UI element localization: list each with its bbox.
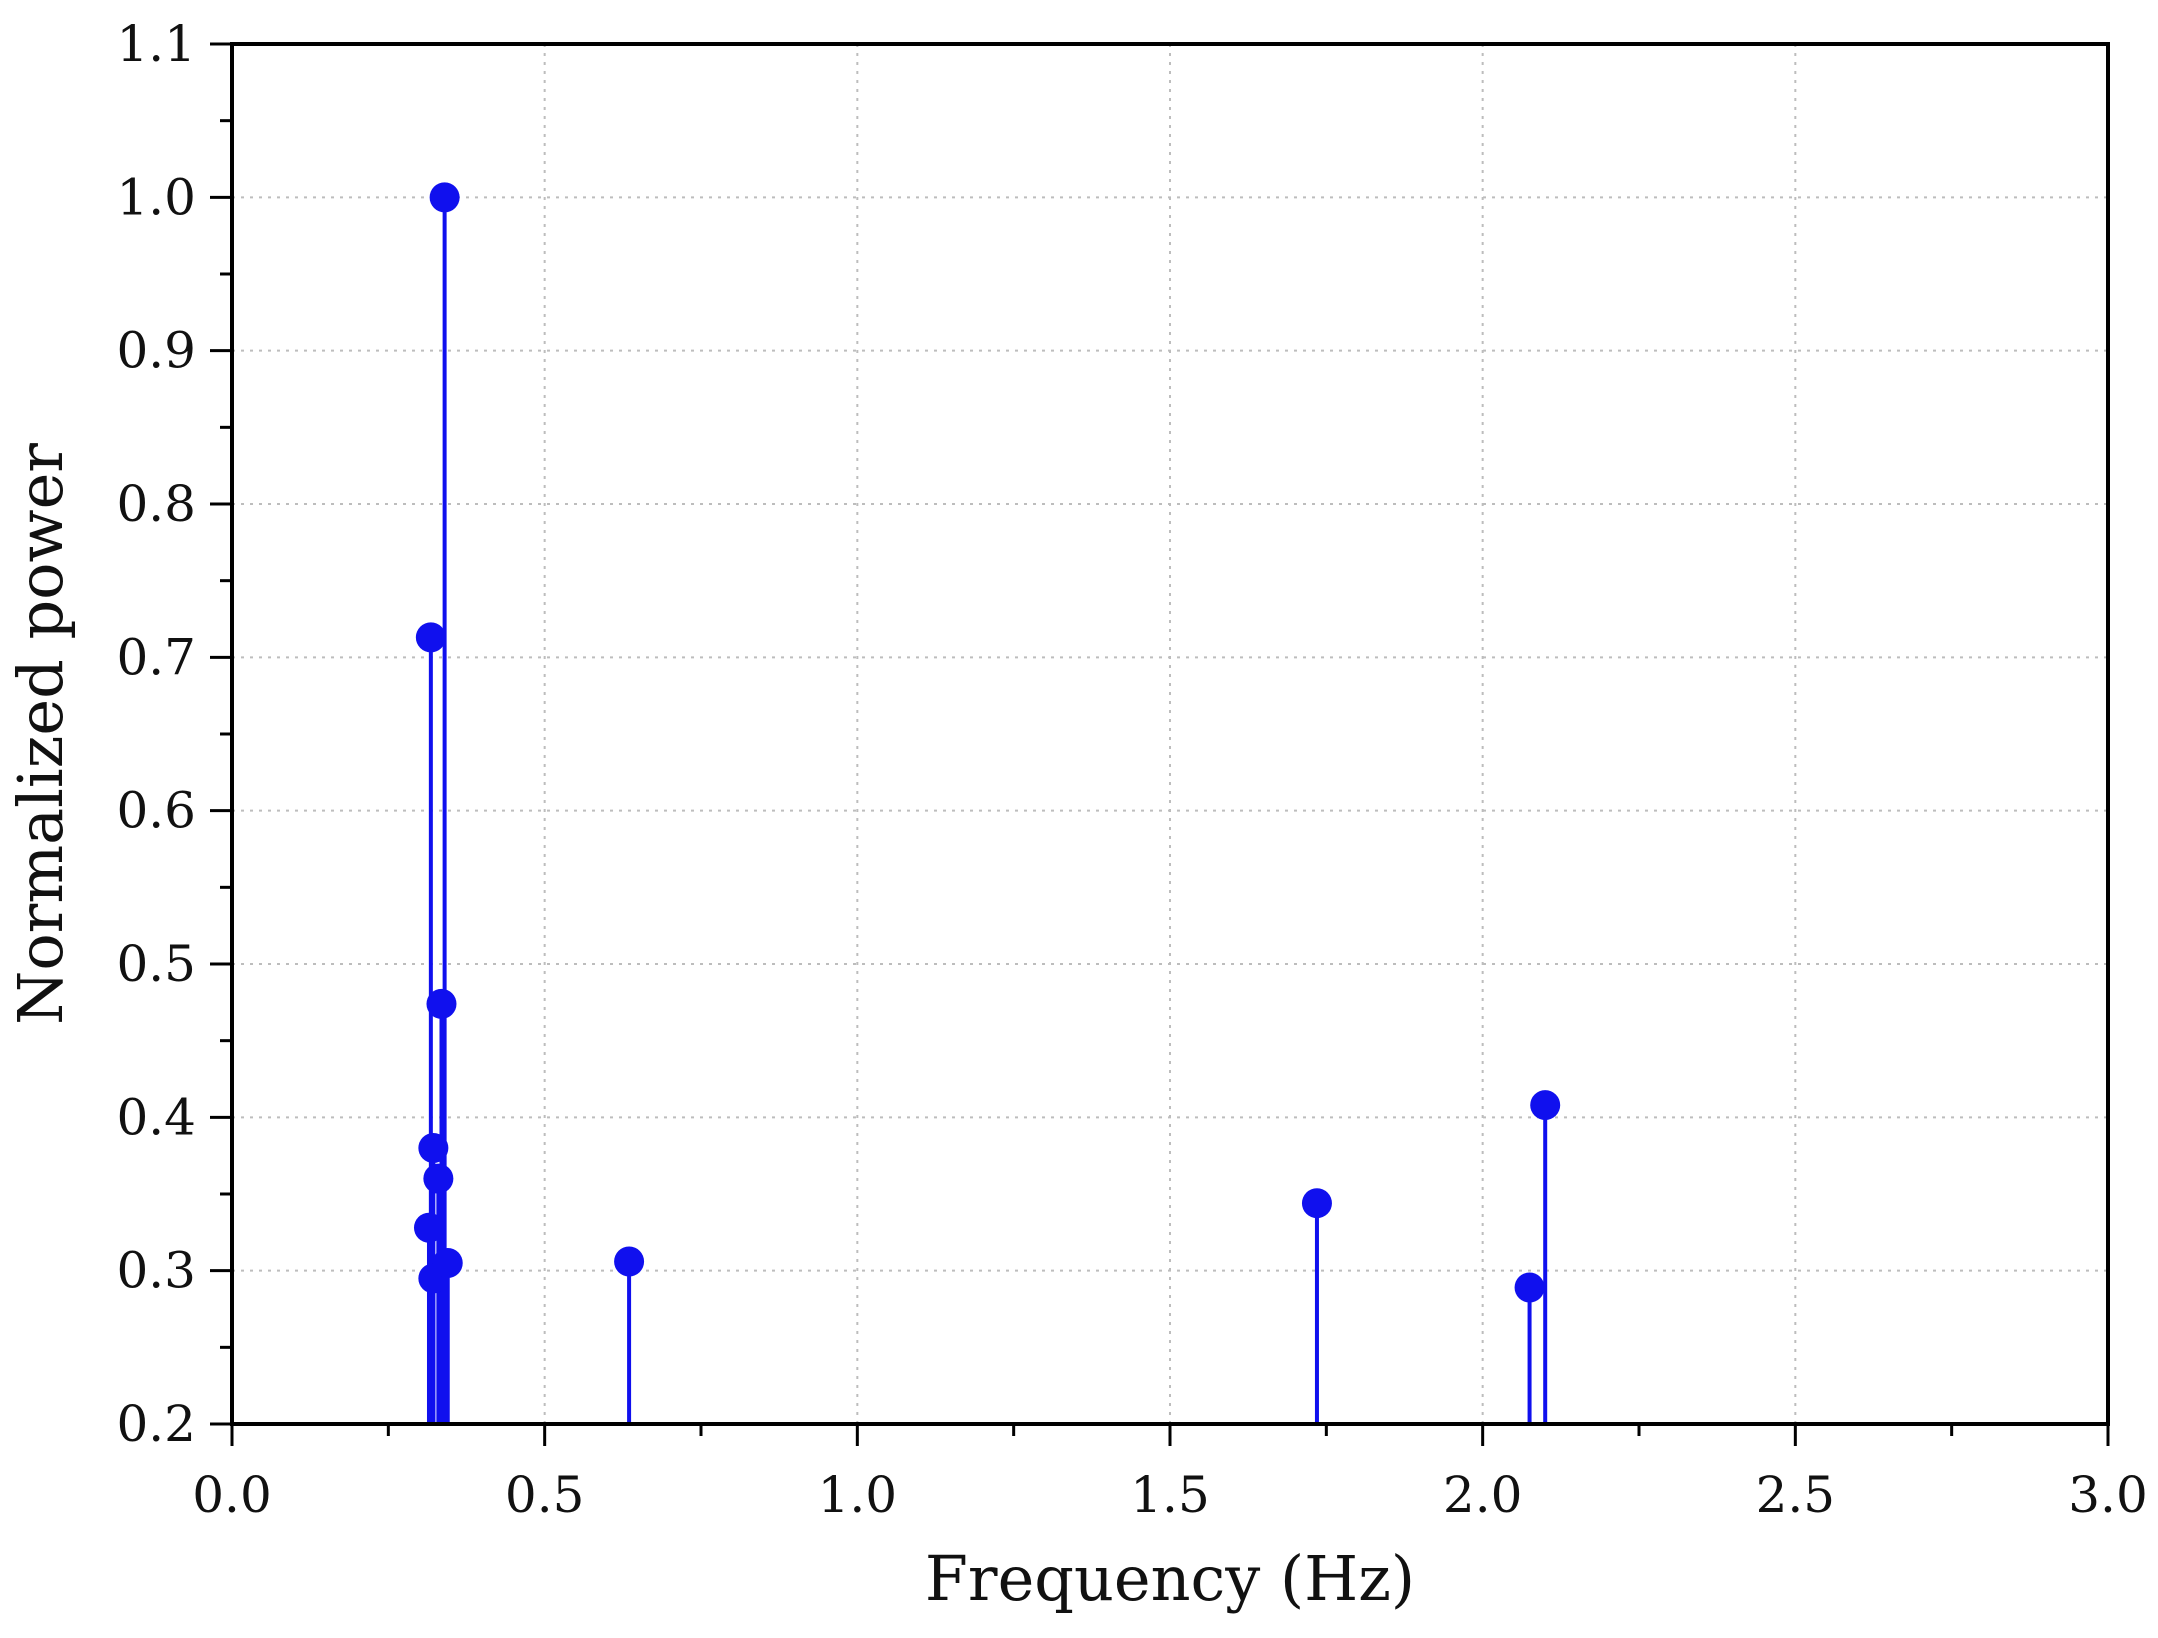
- stem-marker: [418, 1133, 449, 1163]
- y-tick-label: 0.5: [116, 935, 196, 993]
- stem-marker: [413, 1212, 444, 1243]
- x-axis-title: Frequency (Hz): [925, 1542, 1415, 1615]
- y-tick-label: 0.9: [116, 322, 196, 380]
- y-tick-label: 0.6: [116, 782, 196, 840]
- y-tick-label: 1.0: [116, 168, 196, 226]
- y-tick-label: 0.7: [116, 628, 196, 686]
- y-axis-title: Normalized power: [4, 443, 77, 1025]
- stem-marker: [429, 182, 460, 213]
- stem-marker: [1301, 1188, 1332, 1219]
- stem-marker: [415, 622, 446, 653]
- x-tick-label: 0.0: [192, 1466, 272, 1524]
- x-tick-label: 1.0: [818, 1466, 898, 1524]
- stem-layer: [413, 182, 1561, 1424]
- grid-layer: [232, 44, 2108, 1424]
- x-tick-label: 3.0: [2068, 1466, 2148, 1524]
- stem-marker: [432, 1248, 463, 1278]
- tick-layer: [210, 42, 2110, 1446]
- stem-marker: [1530, 1090, 1561, 1121]
- y-tick-label: 0.2: [116, 1395, 196, 1453]
- x-tick-label: 2.0: [1443, 1466, 1523, 1524]
- x-tick-label: 2.5: [1756, 1466, 1836, 1524]
- x-tick-label: 0.5: [505, 1466, 585, 1524]
- stem-marker: [426, 988, 457, 1019]
- y-tick-label: 0.4: [116, 1088, 196, 1146]
- x-tick-label: 1.5: [1130, 1466, 1210, 1524]
- y-tick-label: 0.3: [116, 1242, 196, 1300]
- stem-marker: [423, 1163, 454, 1194]
- stem-marker: [1514, 1272, 1545, 1303]
- stem-marker: [614, 1246, 645, 1277]
- label-layer: 0.0 0.5 1.0 1.5 2.0 2.5 3.0 0.2 0.3 0.4 0.5 0.6 0.7 0…: [116, 15, 2147, 1524]
- y-tick-label: 0.8: [116, 475, 196, 533]
- y-tick-label: 1.1: [116, 15, 196, 73]
